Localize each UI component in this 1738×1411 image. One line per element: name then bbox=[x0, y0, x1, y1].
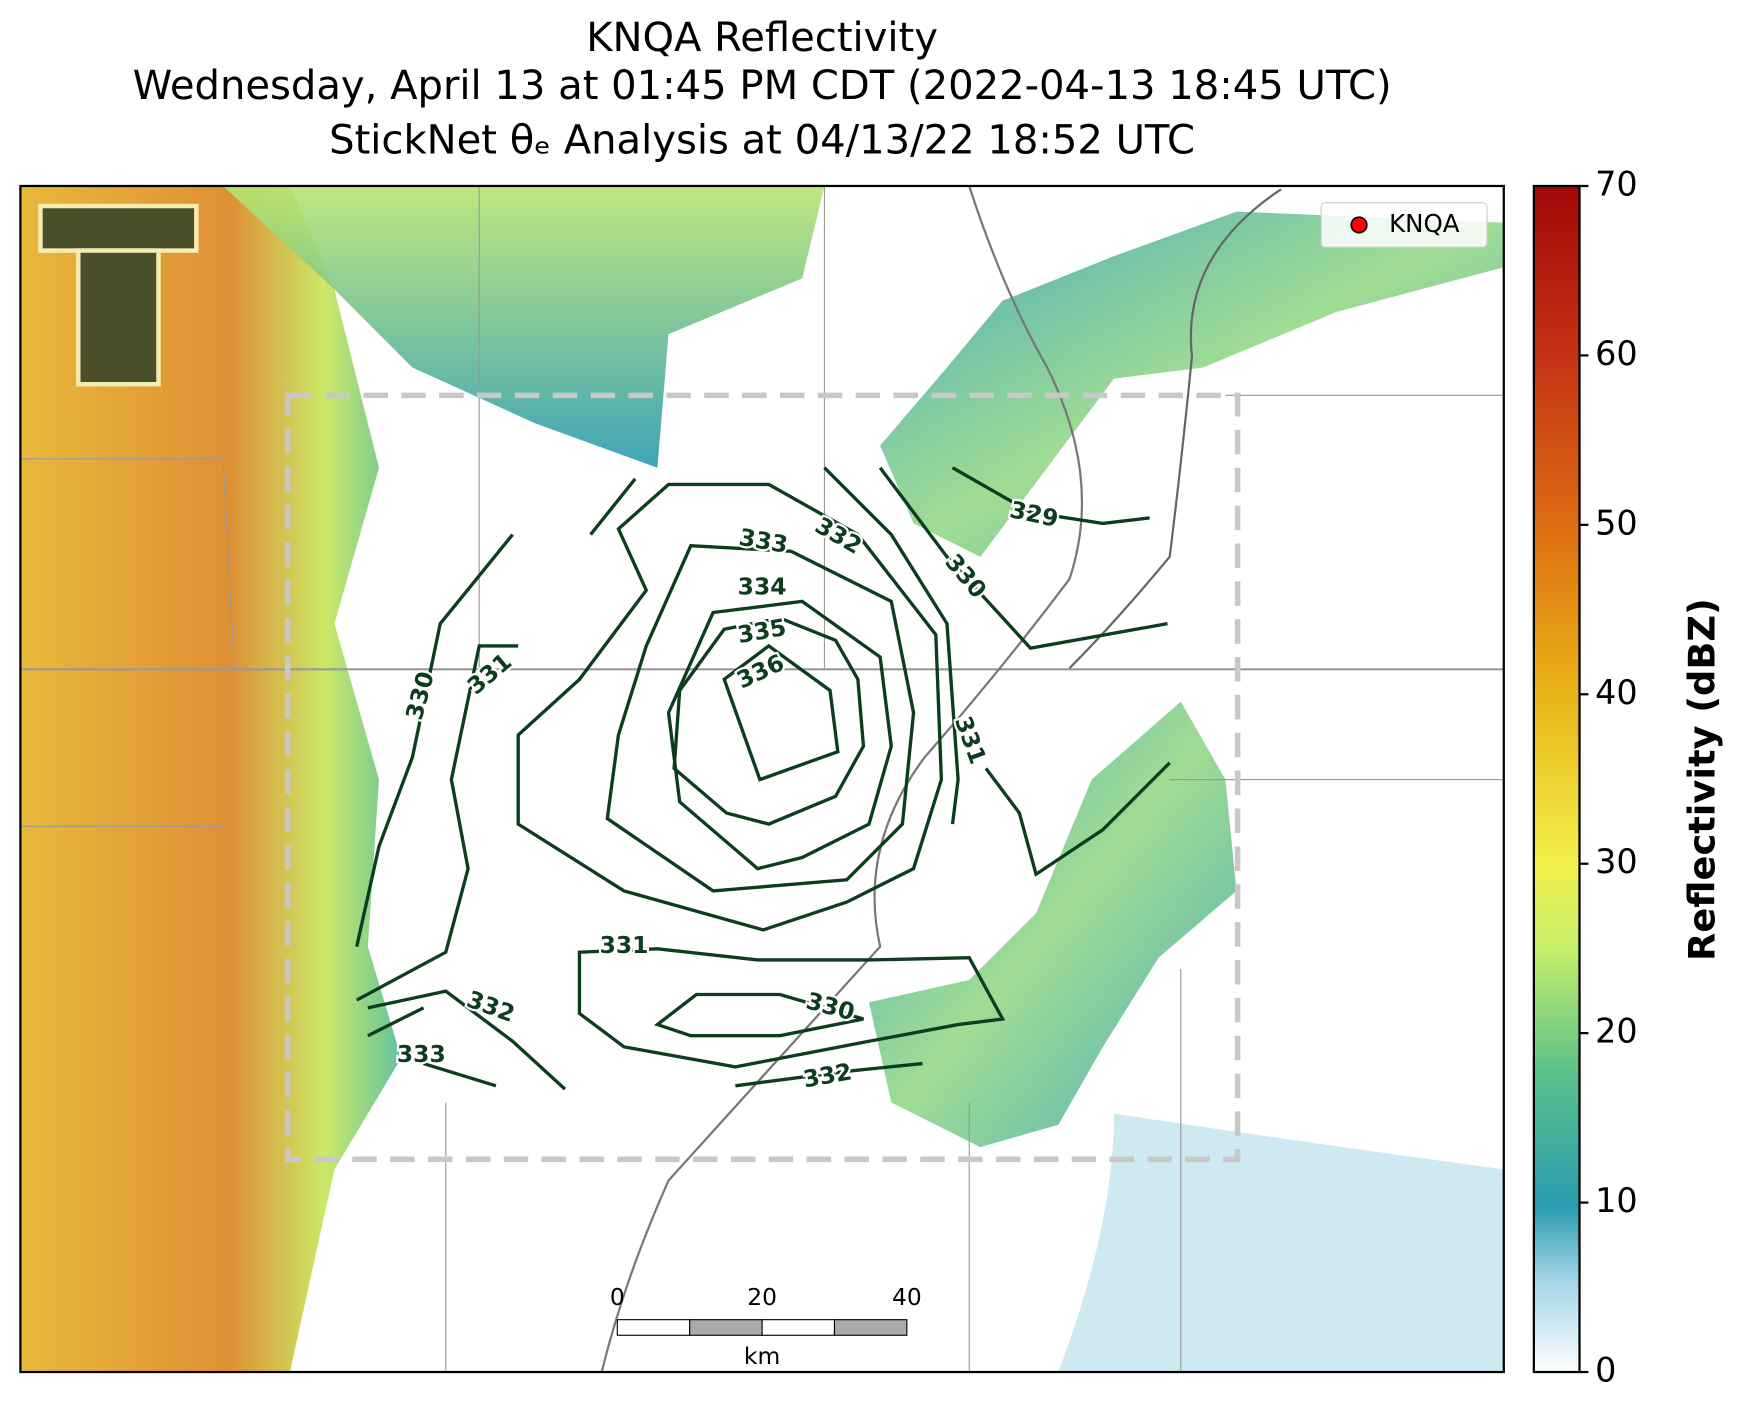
colorbar-tick-label: 0 bbox=[1595, 1351, 1616, 1390]
contour-label: 329 bbox=[1007, 495, 1061, 533]
colorbar-tick-label: 40 bbox=[1595, 673, 1637, 712]
legend-label: KNQA bbox=[1389, 209, 1460, 238]
radar-echo bbox=[20, 185, 402, 1373]
colorbar-tick-label: 60 bbox=[1595, 334, 1637, 373]
colorbar-label: Reflectivity (dBZ) bbox=[1681, 598, 1724, 961]
radar-echo bbox=[223, 185, 825, 468]
colorbar-tick-label: 70 bbox=[1595, 164, 1637, 203]
title: KNQA Reflectivity bbox=[586, 15, 938, 61]
colorbar-ticks: 0 10 20 30 40 50 60 70 bbox=[1579, 164, 1638, 1390]
county-lines bbox=[20, 185, 1504, 1373]
scale-label: 20 bbox=[747, 1283, 777, 1311]
scale-label: 40 bbox=[892, 1283, 922, 1311]
contour-label: 333 bbox=[397, 1040, 446, 1068]
subtitle: StickNet θₑ Analysis at 04/13/22 18:52 U… bbox=[329, 118, 1195, 164]
theta-e-contours bbox=[355, 466, 1171, 1091]
contour-label: 331 bbox=[600, 931, 649, 959]
colorbar-tick-label: 50 bbox=[1595, 503, 1637, 542]
colorbar-tick-label: 30 bbox=[1595, 842, 1637, 881]
map-frame bbox=[19, 184, 1505, 1374]
radar-echo bbox=[880, 211, 1504, 557]
river bbox=[600, 185, 1084, 1373]
legend: KNQA bbox=[1320, 202, 1488, 248]
analysis-domain bbox=[284, 392, 1241, 1163]
colorbar-tick-label: 20 bbox=[1595, 1012, 1637, 1051]
scale-label: 0 bbox=[610, 1283, 625, 1311]
colorbar bbox=[1532, 184, 1581, 1374]
river bbox=[1068, 188, 1282, 669]
radar-clutter bbox=[1058, 1113, 1504, 1373]
legend-marker bbox=[1350, 216, 1368, 234]
logo bbox=[38, 203, 199, 387]
scale-bar: 0 20 40 km bbox=[610, 1283, 922, 1370]
colorbar-tick-label: 10 bbox=[1595, 1181, 1637, 1220]
radar-echo bbox=[869, 701, 1237, 1148]
contour-label: 334 bbox=[738, 573, 787, 601]
subtitle: Wednesday, April 13 at 01:45 PM CDT (202… bbox=[133, 63, 1392, 109]
scale-unit: km bbox=[744, 1342, 780, 1370]
